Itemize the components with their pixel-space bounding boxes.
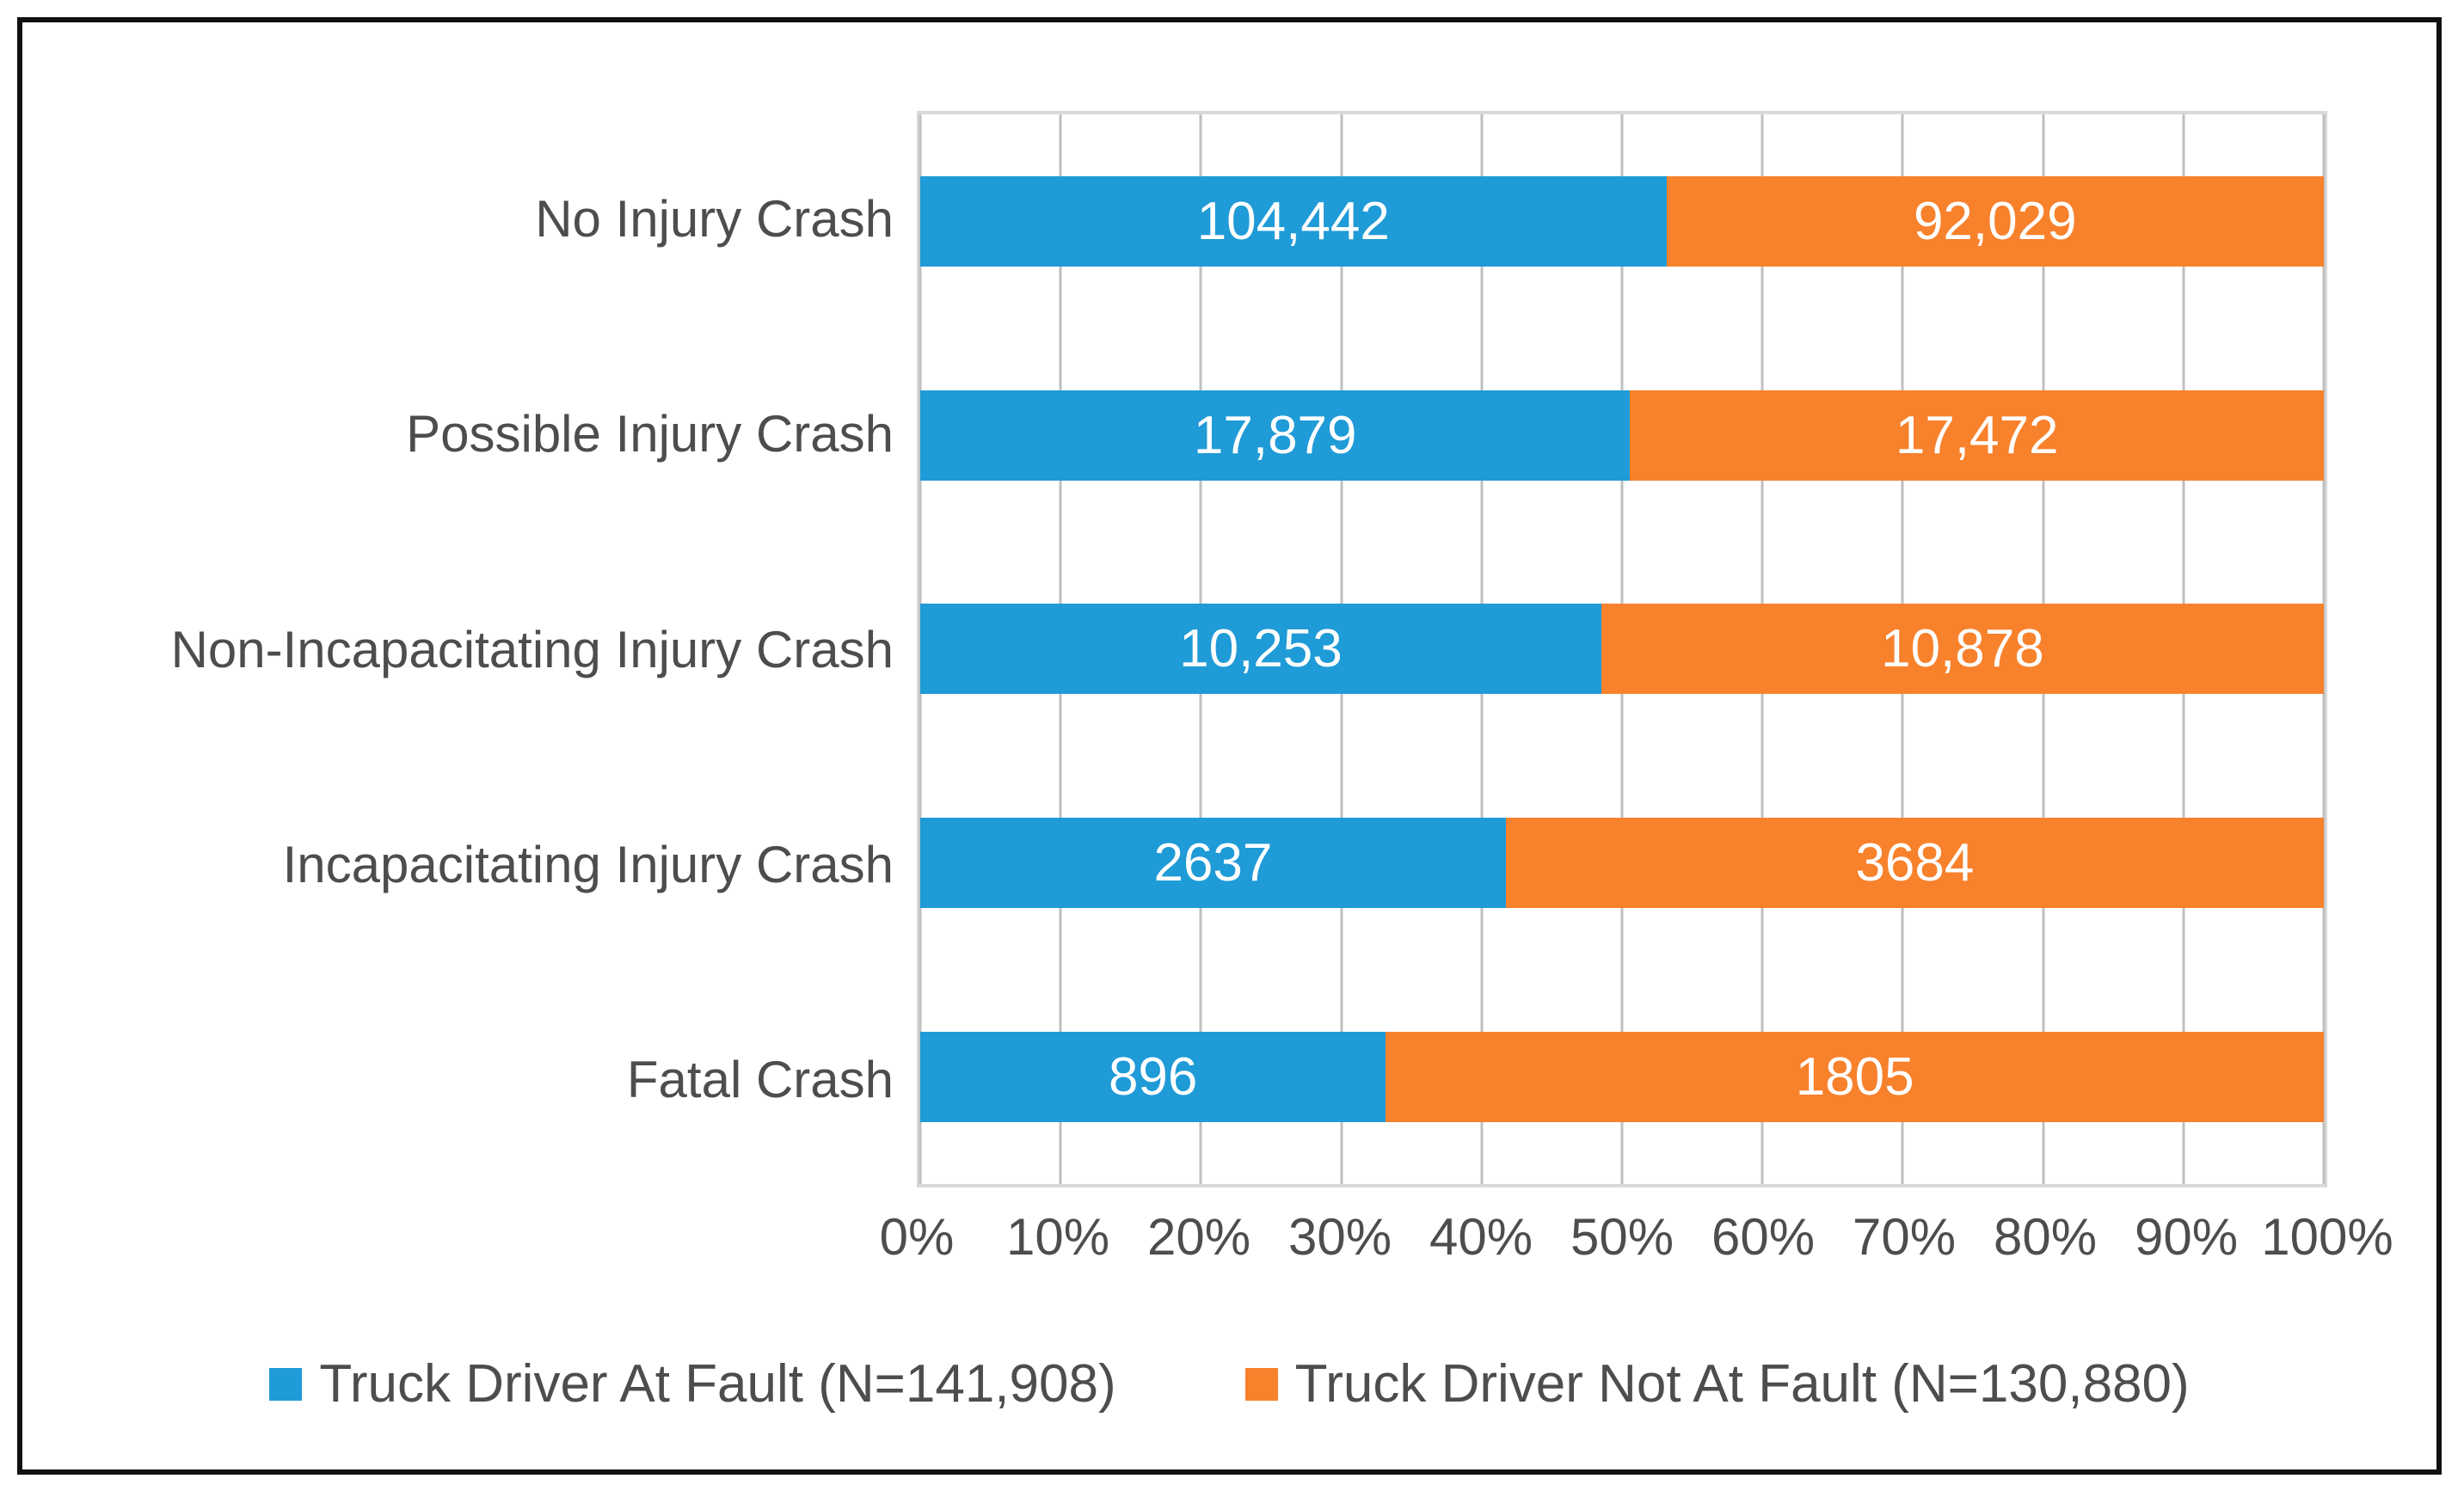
figure-frame: No Injury Crash Possible Injury Crash Non-… bbox=[17, 17, 2442, 1475]
bar-segment: 92,029 bbox=[1666, 175, 2324, 267]
x-axis-tick-label: 50% bbox=[1570, 1208, 1674, 1266]
category-band: 104,442 92,029 bbox=[920, 114, 2324, 328]
x-axis-tick-label: 30% bbox=[1287, 1208, 1392, 1266]
legend-label-at-fault: Truck Driver At Fault (N=141,908) bbox=[319, 1354, 1116, 1414]
category-label: No Injury Crash bbox=[535, 189, 894, 248]
x-axis-tick-label: 80% bbox=[1993, 1208, 2098, 1266]
legend-marker-not-at-fault bbox=[1244, 1367, 1278, 1401]
bar-data-label: 104,442 bbox=[1196, 191, 1390, 251]
bar-row: 17,879 17,472 bbox=[920, 390, 2324, 481]
bar-data-label: 10,878 bbox=[1881, 619, 2044, 679]
bar-row: 10,253 10,878 bbox=[920, 604, 2324, 695]
x-axis-tick-label: 60% bbox=[1711, 1208, 1816, 1266]
category-axis: No Injury Crash Possible Injury Crash Non-… bbox=[48, 111, 904, 1187]
bar-segment: 10,878 bbox=[1601, 604, 2324, 695]
bar-segment: 1805 bbox=[1386, 1032, 2324, 1123]
bar-segment: 10,253 bbox=[920, 604, 1601, 695]
bar-data-label: 92,029 bbox=[1913, 191, 2077, 251]
bar-segment: 2637 bbox=[920, 818, 1506, 909]
category-label: Possible Injury Crash bbox=[406, 405, 894, 463]
x-axis-tick-label: 10% bbox=[1005, 1208, 1110, 1266]
gridline-100% bbox=[2322, 114, 2326, 1184]
legend: Truck Driver At Fault (N=141,908) Truck … bbox=[22, 1353, 2436, 1414]
legend-item-not-at-fault: Truck Driver Not At Fault (N=130,880) bbox=[1244, 1353, 2190, 1414]
legend-marker-at-fault bbox=[269, 1367, 303, 1401]
bar-series-container: 104,442 92,029 17,879 17,472 10,253 10,878 263… bbox=[920, 114, 2324, 1184]
bar-data-label: 3684 bbox=[1855, 833, 1975, 893]
bar-data-label: 1805 bbox=[1795, 1047, 1914, 1107]
x-axis-tick-label: 70% bbox=[1852, 1208, 1957, 1266]
category-label: Non-Incapacitating Injury Crash bbox=[170, 620, 894, 678]
bar-row: 896 1805 bbox=[920, 1032, 2324, 1123]
category-label: Incapacitating Injury Crash bbox=[282, 835, 894, 893]
x-axis: 0% 10% 20% 30% 40% 50% 60% 70% 80% 90% 100% bbox=[880, 1207, 2393, 1276]
bar-data-label: 2637 bbox=[1153, 833, 1273, 893]
x-axis-tick-label: 40% bbox=[1429, 1208, 1533, 1266]
legend-label-not-at-fault: Truck Driver Not At Fault (N=130,880) bbox=[1294, 1354, 2190, 1414]
bar-segment: 17,472 bbox=[1630, 390, 2324, 481]
x-axis-tick-label: 20% bbox=[1146, 1208, 1251, 1266]
bar-data-label: 896 bbox=[1108, 1047, 1198, 1107]
plot-area: 104,442 92,029 17,879 17,472 10,253 10,878 263… bbox=[917, 111, 2327, 1187]
legend-item-at-fault: Truck Driver At Fault (N=141,908) bbox=[269, 1353, 1116, 1414]
bar-row: 2637 3684 bbox=[920, 818, 2324, 909]
bar-segment: 104,442 bbox=[920, 175, 1667, 267]
category-band: 17,879 17,472 bbox=[920, 328, 2324, 543]
category-band: 10,253 10,878 bbox=[920, 543, 2324, 757]
bar-segment: 896 bbox=[920, 1032, 1386, 1123]
x-axis-tick-label: 0% bbox=[879, 1208, 955, 1266]
bar-data-label: 10,253 bbox=[1179, 619, 1343, 679]
bar-data-label: 17,472 bbox=[1895, 405, 2059, 465]
category-band: 896 1805 bbox=[920, 970, 2324, 1184]
x-axis-tick-label: 90% bbox=[2134, 1208, 2239, 1266]
x-axis-tick-label: 100% bbox=[2261, 1208, 2393, 1266]
category-label: Fatal Crash bbox=[626, 1051, 894, 1109]
bar-row: 104,442 92,029 bbox=[920, 175, 2324, 267]
category-band: 2637 3684 bbox=[920, 756, 2324, 970]
bar-segment: 3684 bbox=[1505, 818, 2324, 909]
bar-segment: 17,879 bbox=[920, 390, 1631, 481]
bar-data-label: 17,879 bbox=[1193, 405, 1357, 465]
